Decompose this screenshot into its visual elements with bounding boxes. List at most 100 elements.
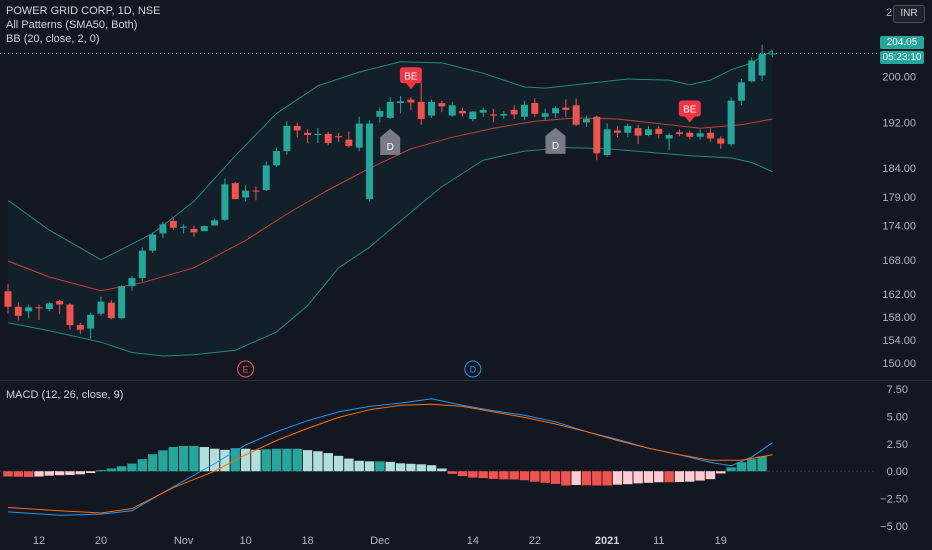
macd-histogram-bar[interactable] [189,445,199,472]
candle-body[interactable] [479,109,487,113]
candle-body[interactable] [582,119,590,123]
candle-body[interactable] [448,105,456,116]
candle-body[interactable] [675,132,683,134]
macd-histogram-bar[interactable] [612,471,623,485]
macd-histogram-bar[interactable] [230,448,240,472]
candle-body[interactable] [572,105,580,125]
macd-histogram-bar[interactable] [540,471,550,483]
candle-body[interactable] [252,190,260,192]
candle-body[interactable] [107,302,115,319]
macd-histogram-bar[interactable] [3,471,13,477]
macd-histogram-bar[interactable] [313,451,323,472]
macd-histogram-bar[interactable] [509,471,519,480]
candle-body[interactable] [149,234,157,251]
doji-marker[interactable] [545,127,566,154]
macd-histogram-bar[interactable] [137,459,147,472]
doji-marker[interactable] [380,129,401,156]
candle-body[interactable] [366,123,374,200]
candle-body[interactable] [118,286,126,319]
macd-histogram-bar[interactable] [178,445,189,472]
candle-body[interactable] [655,128,663,134]
event-marker[interactable] [237,360,255,378]
candle-body[interactable] [696,133,704,137]
candle-body[interactable] [417,101,425,120]
candle-body[interactable] [686,132,694,137]
candle-body[interactable] [169,220,177,228]
candle-body[interactable] [45,303,53,310]
macd-histogram-bar[interactable] [158,450,168,472]
macd-histogram-bar[interactable] [664,471,674,483]
candle-body[interactable] [87,314,95,329]
candle-body[interactable] [438,103,446,107]
macd-histogram-bar[interactable] [478,471,488,479]
macd-histogram-bar[interactable] [23,471,34,477]
macd-histogram-bar[interactable] [623,471,633,485]
macd-histogram-bar[interactable] [44,471,55,476]
macd-histogram-bar[interactable] [705,471,716,480]
pattern-markers[interactable]: BE D D BE [380,67,701,156]
candle-body[interactable] [748,60,756,82]
macd-histogram-bar[interactable] [416,464,426,472]
candle-body[interactable] [304,132,312,136]
candle-body[interactable] [500,113,508,116]
macd-histogram-bar[interactable] [757,456,767,472]
candle-body[interactable] [531,103,539,114]
candle-body[interactable] [768,53,776,55]
candle-body[interactable] [14,306,22,316]
candle-body[interactable] [200,226,208,232]
macd-histogram-bar[interactable] [323,453,333,472]
macd-histogram-bar[interactable] [354,460,364,472]
candle-body[interactable] [459,111,467,114]
macd-histogram-bar[interactable] [34,471,44,477]
macd-histogram-bar[interactable] [468,471,478,478]
macd-histogram-bar[interactable] [499,471,509,480]
candle-body[interactable] [469,111,477,120]
macd-histogram-bar[interactable] [571,471,581,485]
macd-histogram-bar[interactable] [75,471,86,475]
candle-body[interactable] [490,114,498,116]
macd-histogram-bar[interactable] [251,449,261,472]
candle-body[interactable] [4,291,12,307]
macd-histogram-bar[interactable] [199,447,209,472]
macd-histogram-bar[interactable] [457,471,468,477]
candle-body[interactable] [397,101,405,104]
macd-histogram-bar[interactable] [364,461,375,472]
bearish-engulfing-marker[interactable] [678,100,701,117]
candle-body[interactable] [376,111,384,117]
macd-histogram-bar[interactable] [375,461,385,472]
macd-histogram-bar[interactable] [437,468,447,472]
macd-histogram-bar[interactable] [127,463,137,472]
candle-body[interactable] [603,129,611,156]
macd-histogram-bar[interactable] [488,471,499,479]
macd-histogram-bar[interactable] [747,459,757,472]
candle-body[interactable] [634,128,642,136]
macd-histogram-bar[interactable] [716,471,726,474]
macd-histogram-bar[interactable] [674,471,685,483]
macd-histogram-bar[interactable] [54,471,65,476]
macd-histogram-bar[interactable] [726,467,736,472]
macd-histogram-bar[interactable] [168,447,178,472]
candle-body[interactable] [211,220,219,226]
candle-body[interactable] [314,133,322,136]
macd-histogram-bar[interactable] [209,448,220,472]
macd-histogram-bar[interactable] [292,448,302,472]
macd-histogram-bar[interactable] [85,471,96,473]
candle-body[interactable] [335,136,343,138]
candle-body[interactable] [159,224,167,234]
macd-histogram-bar[interactable] [220,449,230,472]
macd-histogram-bar[interactable] [602,471,612,486]
candle-body[interactable] [35,307,43,309]
macd-histogram-bar[interactable] [695,471,705,481]
candle-body[interactable] [293,125,301,131]
candle-body[interactable] [541,113,549,117]
candle-body[interactable] [355,123,363,148]
macd-histogram-bar[interactable] [271,448,282,472]
macd-histogram-bar[interactable] [550,471,561,484]
candle-body[interactable] [56,301,64,305]
candle-body[interactable] [97,301,105,314]
candle-body[interactable] [324,133,332,144]
candle-body[interactable] [551,108,559,114]
candle-body[interactable] [221,184,229,220]
candle-body[interactable] [138,250,146,279]
